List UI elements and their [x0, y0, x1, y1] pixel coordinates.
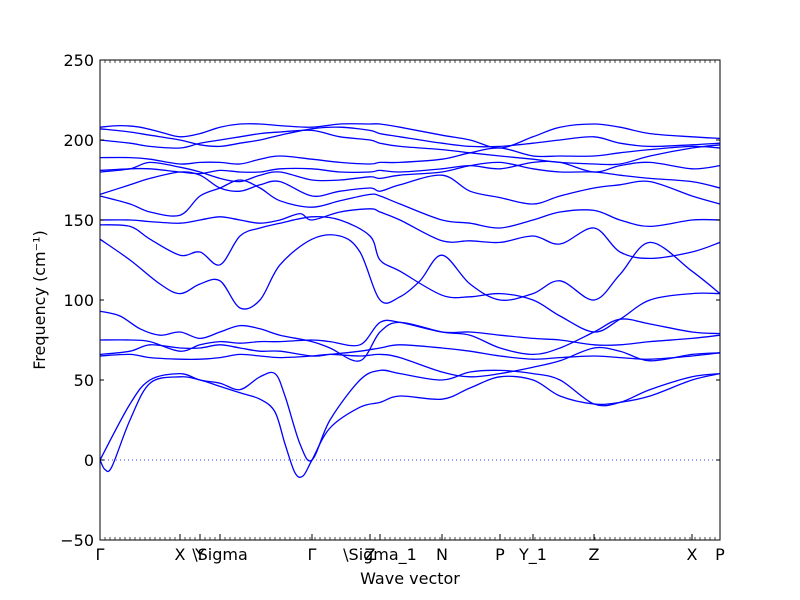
x-axis-label: Wave vector [360, 569, 460, 588]
y-axis-ticks: −50 0 50 100 150 200 250 [60, 51, 720, 550]
band-line-11 [99, 171, 721, 205]
band-line-3 [99, 346, 721, 378]
x-tick-label: Γ [96, 545, 105, 564]
band-line-5 [99, 319, 721, 352]
x-tick-label: Z [365, 545, 376, 564]
band-line-13 [99, 160, 721, 175]
y-tick-label: 200 [63, 131, 94, 150]
x-axis-ticks: Γ X Y\Sigma Γ Z\Sigma_1 N P Y_1 Z X P [96, 60, 725, 565]
band-line-15 [99, 129, 721, 166]
band-line-17 [99, 123, 721, 149]
band-line-14 [99, 145, 721, 165]
x-tick-label: X [687, 545, 698, 564]
band-line-7 [99, 234, 721, 310]
x-tick-label: Z [589, 545, 600, 564]
y-tick-label: 50 [74, 371, 94, 390]
band-line-2 [99, 369, 721, 462]
band-line-9 [99, 208, 721, 260]
band-line-4 [99, 344, 721, 360]
band-line-10 [99, 179, 721, 229]
y-tick-label: 150 [63, 211, 94, 230]
x-tick-label: P [715, 545, 725, 564]
x-tick-label: \Sigma_1 [343, 545, 417, 565]
x-tick-label: Y [194, 545, 205, 564]
x-tick-label: Γ [308, 545, 317, 564]
x-tick-label: X [175, 545, 186, 564]
band-line-16 [99, 126, 721, 148]
y-tick-label: 250 [63, 51, 94, 70]
y-tick-label: 100 [63, 291, 94, 310]
x-tick-label: P [495, 545, 505, 564]
x-tick-label: \Sigma [192, 545, 248, 564]
y-axis-label: Frequency (cm⁻¹) [30, 230, 49, 369]
y-tick-label: 0 [84, 451, 94, 470]
y-tick-label: −50 [60, 531, 94, 550]
x-tick-label: Y_1 [518, 545, 547, 565]
x-tick-label: N [436, 545, 448, 564]
band-lines [99, 123, 721, 478]
band-line-8 [99, 215, 721, 333]
